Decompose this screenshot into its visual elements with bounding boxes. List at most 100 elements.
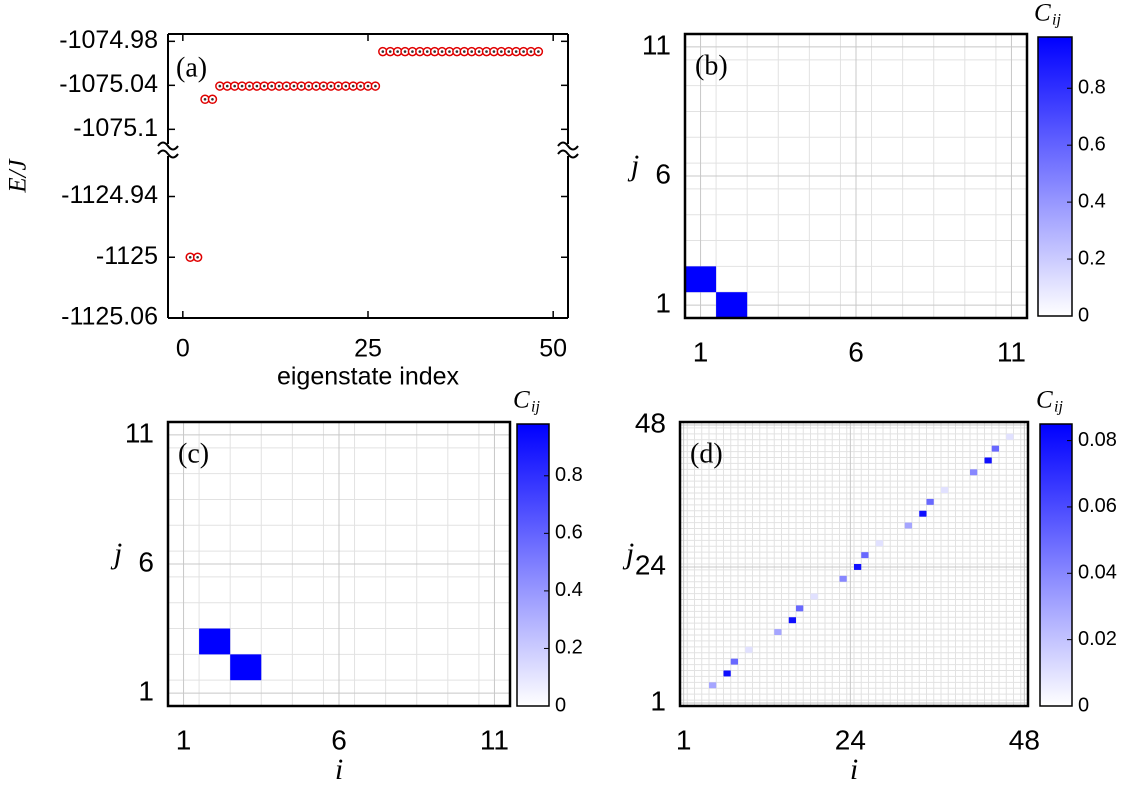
plot-frame [678, 420, 1030, 708]
cell [685, 266, 717, 293]
marker [370, 81, 381, 91]
cell [774, 629, 782, 635]
marker [378, 46, 388, 57]
cell [919, 510, 927, 517]
cell [788, 617, 796, 624]
marker-dot [403, 50, 407, 53]
cell [796, 605, 804, 612]
y-tick-label: -1074.98 [59, 26, 158, 54]
colorbar-label-sub: ij [531, 399, 540, 416]
marker-dot [255, 84, 259, 88]
marker [363, 81, 373, 91]
marker-dot [388, 50, 392, 53]
marker [207, 94, 218, 105]
colorbar [516, 423, 550, 707]
marker [481, 46, 492, 57]
colorbar-tick-label: 0 [555, 694, 566, 716]
x-tick-label: 11 [997, 336, 1026, 367]
marker [429, 46, 440, 57]
colorbar-label: C [1036, 387, 1053, 414]
y-tick-label: -1124.94 [61, 181, 158, 209]
marker-dot [411, 50, 414, 53]
marker-dot [285, 84, 288, 88]
marker-dot [188, 255, 192, 259]
cell [839, 575, 847, 582]
x-axis-label: i [850, 753, 858, 786]
marker-dot [277, 84, 281, 88]
colorbar-label-sub: ij [1052, 12, 1061, 29]
y-tick-label: -1075.04 [59, 70, 158, 98]
plot-frame [166, 420, 512, 708]
marker-dot [314, 84, 318, 88]
colorbar [1039, 423, 1073, 707]
cell [941, 487, 949, 493]
colorbar-tick-label: 0.2 [555, 637, 583, 659]
colorbar-tick-label: 0 [1078, 304, 1089, 326]
y-tick-label: 48 [635, 407, 666, 438]
colorbar-tick-label: 0.04 [1078, 562, 1117, 584]
colorbar-label: C [513, 387, 530, 414]
marker-dot [374, 84, 377, 88]
colorbar-label: C [1034, 0, 1051, 27]
x-tick-label: 1 [693, 336, 709, 367]
colorbar [1037, 36, 1073, 317]
marker-dot [359, 84, 362, 88]
marker-dot [225, 84, 229, 88]
marker-dot [351, 84, 355, 88]
y-tick-label: 1 [655, 287, 671, 318]
y-axis-label: j [627, 149, 639, 182]
marker [222, 81, 233, 91]
marker-dot [514, 50, 518, 53]
colorbar-tick-label: 0.6 [555, 522, 583, 544]
marker-dot [366, 84, 370, 88]
y-axis-label: j [622, 537, 634, 570]
panel-label: (d) [690, 438, 723, 469]
y-tick-label: 24 [635, 549, 666, 580]
axis-break [157, 149, 179, 159]
y-tick-label: 1 [650, 685, 666, 716]
cell [730, 658, 738, 665]
colorbar-tick-label: 0.02 [1078, 628, 1117, 650]
marker-dot [329, 84, 333, 88]
marker-dot [233, 84, 236, 88]
axis-break [157, 141, 179, 151]
colorbar-tick-label: 0.2 [1078, 247, 1106, 269]
cell [875, 540, 883, 547]
y-axis-label: E/J [5, 157, 32, 193]
panel-label: (b) [695, 50, 728, 81]
marker [459, 46, 470, 57]
marker-dot [218, 84, 222, 88]
marker-dot [455, 50, 459, 53]
marker [533, 46, 544, 57]
marker-dot [492, 50, 496, 53]
panel-label: (c) [178, 438, 209, 469]
cell [904, 522, 912, 529]
x-tick-label: 6 [331, 724, 347, 755]
y-tick-label: 11 [125, 417, 154, 448]
y-axis-label: j [110, 537, 122, 570]
cell [984, 457, 992, 464]
marker-dot [322, 84, 325, 88]
axis-break [557, 149, 579, 159]
marker-dot [203, 97, 207, 101]
colorbar-tick-label: 0.08 [1078, 429, 1117, 451]
y-tick-label: -1125 [96, 242, 158, 270]
x-tick-label: 24 [835, 724, 866, 755]
marker-dot [248, 84, 251, 88]
marker-dot [462, 50, 466, 53]
y-tick-label: -1075.1 [73, 114, 158, 142]
panel-label: (a) [176, 52, 207, 83]
marker-dot [196, 255, 199, 259]
colorbar-tick-label: 0.06 [1078, 495, 1117, 517]
marker-dot [433, 50, 436, 53]
x-axis-label: i [335, 753, 343, 786]
cell [716, 292, 748, 318]
marker-dot [537, 50, 540, 53]
x-tick-label: 11 [480, 724, 509, 755]
marker [192, 252, 203, 262]
marker-dot [477, 50, 481, 53]
y-tick-label: 6 [655, 158, 671, 189]
cell [230, 654, 262, 681]
